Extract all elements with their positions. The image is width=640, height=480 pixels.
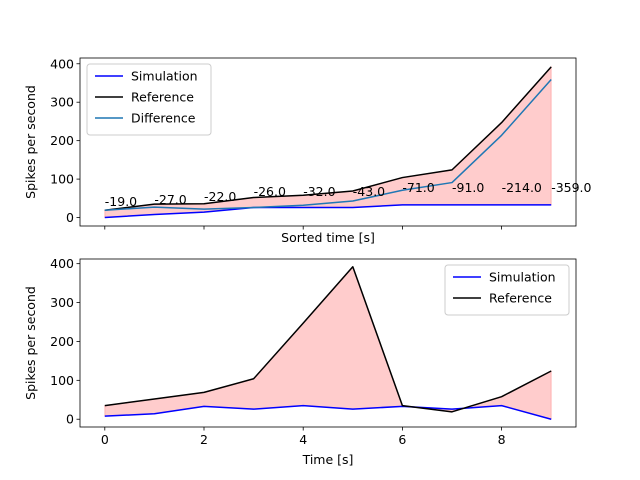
x-tick-label: 6 (398, 432, 406, 447)
difference-annotation: -214.0 (502, 180, 542, 195)
y-tick-label: 300 (50, 95, 74, 110)
y-axis-label: Spikes per second (23, 85, 38, 199)
difference-annotation: -19.0 (105, 194, 137, 209)
x-axis-label: Time [s] (302, 452, 354, 467)
series-line-reference (104, 266, 552, 413)
difference-annotation: -27.0 (154, 192, 186, 207)
difference-annotation: -26.0 (254, 184, 286, 199)
difference-annotation: -32.0 (303, 184, 335, 199)
y-tick-label: 100 (50, 172, 74, 187)
legend-label-reference: Reference (489, 291, 552, 306)
y-tick-label: 400 (50, 56, 74, 71)
legend-label-difference: Difference (131, 111, 196, 126)
x-tick-label: 4 (299, 432, 307, 447)
series-line-simulation (104, 404, 552, 420)
y-tick-label: 200 (50, 133, 74, 148)
y-axis-label: Spikes per second (23, 286, 38, 400)
legend-label-simulation: Simulation (131, 69, 198, 84)
y-tick-label: 200 (50, 334, 74, 349)
series-line-simulation (104, 204, 552, 219)
y-tick-label: 400 (50, 256, 74, 271)
y-tick-label: 0 (66, 412, 74, 427)
x-tick-label: 2 (200, 432, 208, 447)
x-axis-label: Sorted time [s] (281, 230, 375, 245)
legend: Simulation Reference Difference (86, 63, 212, 136)
axes-frame (79, 57, 577, 227)
bottom-subplot: 0 100 200 300 400 0 2 4 6 8 Time [s] Spikes per sec… (23, 256, 577, 467)
x-tick-label: 8 (498, 432, 506, 447)
difference-annotation: -359.0 (551, 180, 591, 195)
series-line-reference (104, 66, 552, 211)
y-tick-label: 100 (50, 373, 74, 388)
axes-frame (79, 258, 577, 428)
series-line-difference (104, 79, 552, 211)
legend-label-simulation: Simulation (489, 270, 556, 285)
difference-annotation: -43.0 (353, 184, 385, 199)
x-tick-label: 0 (101, 432, 109, 447)
y-tick-label: 0 (66, 210, 74, 225)
legend: Simulation Reference (444, 264, 570, 316)
difference-annotation: -22.0 (204, 189, 236, 204)
y-tick-label: 300 (50, 295, 74, 310)
difference-annotation: -71.0 (402, 180, 434, 195)
top-subplot: 0 100 200 300 400 Sorted time [s] Spikes per s… (23, 56, 592, 245)
difference-annotation: -91.0 (452, 180, 484, 195)
legend-label-reference: Reference (131, 90, 194, 105)
